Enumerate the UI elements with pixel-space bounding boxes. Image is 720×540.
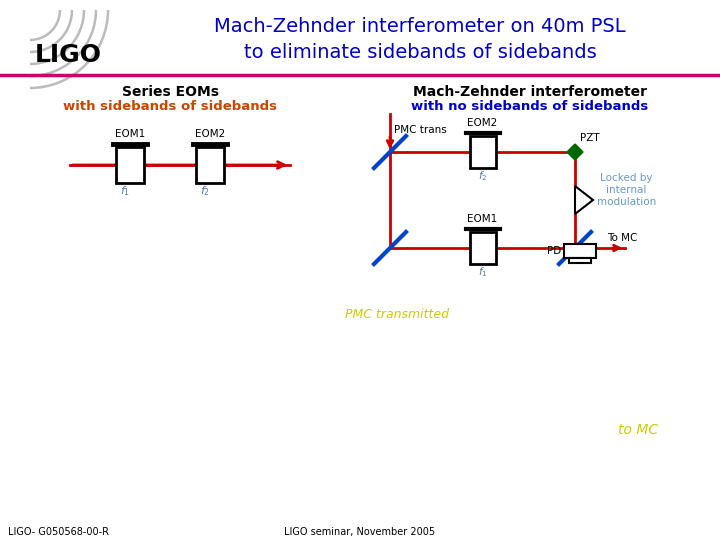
Text: EOM1: EOM1	[467, 214, 498, 224]
Text: Locked by
internal
modulation: Locked by internal modulation	[597, 173, 656, 207]
Text: LIGO seminar, November 2005: LIGO seminar, November 2005	[284, 527, 436, 537]
Text: $f_1$: $f_1$	[477, 265, 487, 279]
Text: with no sidebands of sidebands: with no sidebands of sidebands	[411, 100, 649, 113]
Polygon shape	[567, 144, 583, 160]
Text: to eliminate sidebands of sidebands: to eliminate sidebands of sidebands	[243, 44, 596, 63]
Text: $f_2$: $f_2$	[478, 169, 487, 183]
Text: $f_2$: $f_2$	[200, 184, 210, 198]
Text: LIGO- G050568-00-R: LIGO- G050568-00-R	[8, 527, 109, 537]
Polygon shape	[575, 186, 593, 214]
Text: PMC trans: PMC trans	[394, 125, 446, 135]
Text: PZT: PZT	[580, 133, 600, 143]
Text: Mach-Zehnder interferometer: Mach-Zehnder interferometer	[413, 85, 647, 99]
Text: EOM2: EOM2	[467, 118, 498, 128]
Text: $f_1$: $f_1$	[120, 184, 130, 198]
Bar	[469, 232, 495, 264]
Text: PD: PD	[546, 246, 561, 256]
Bar	[196, 147, 224, 183]
Text: Series EOMs: Series EOMs	[122, 85, 218, 99]
Bar	[570, 258, 590, 263]
Text: with sidebands of sidebands: with sidebands of sidebands	[63, 100, 277, 113]
Bar	[469, 136, 495, 168]
Bar	[564, 244, 596, 258]
Text: to MC: to MC	[618, 423, 658, 437]
Text: To MC: To MC	[607, 233, 637, 243]
Text: LIGO: LIGO	[35, 43, 102, 67]
Text: PMC transmitted: PMC transmitted	[345, 308, 449, 321]
Text: EOM1: EOM1	[115, 129, 145, 139]
Text: Mach-Zehnder interferometer on 40m PSL: Mach-Zehnder interferometer on 40m PSL	[214, 17, 626, 37]
Bar	[116, 147, 144, 183]
Text: EOM2: EOM2	[195, 129, 225, 139]
